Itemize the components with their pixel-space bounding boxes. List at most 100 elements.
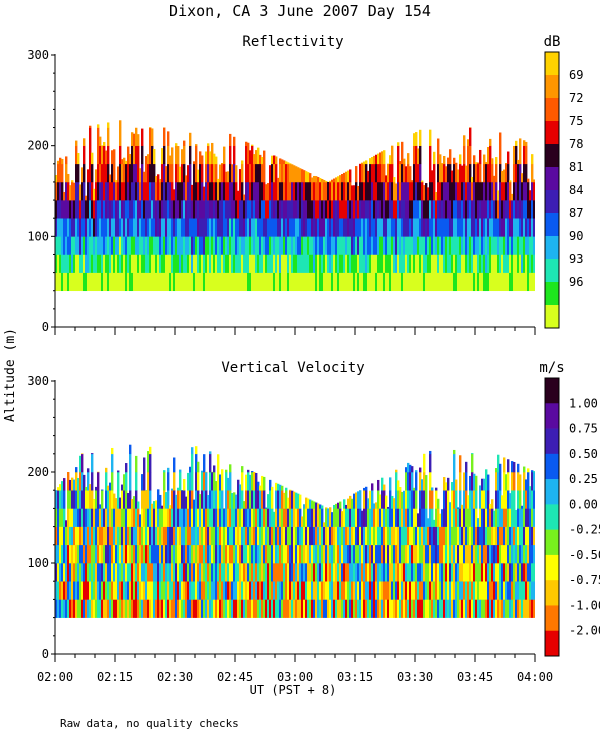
- heatmap-cell: [129, 544, 132, 564]
- heatmap-cell: [231, 236, 234, 255]
- heatmap-cell: [71, 544, 74, 564]
- heatmap-cell: [93, 498, 96, 509]
- heatmap-cell: [529, 526, 532, 546]
- heatmap-cell: [267, 200, 270, 219]
- heatmap-cell: [377, 236, 380, 255]
- heatmap-cell: [471, 453, 474, 473]
- heatmap-cell: [357, 236, 360, 255]
- heatmap-cell: [501, 508, 504, 527]
- heatmap-cell: [179, 166, 182, 183]
- heatmap-cell: [355, 599, 358, 618]
- heatmap-cell: [163, 218, 166, 237]
- heatmap-cell: [499, 581, 502, 600]
- heatmap-cell: [269, 479, 272, 491]
- heatmap-cell: [339, 236, 342, 255]
- heatmap-cell: [169, 526, 172, 546]
- heatmap-cell: [307, 236, 310, 255]
- heatmap-cell: [129, 563, 132, 582]
- heatmap-cell: [517, 181, 520, 201]
- heatmap-cell: [433, 236, 436, 255]
- heatmap-cell: [513, 526, 516, 546]
- vertical-velocity-colorbar: 1.000.750.500.250.00-0.25-0.50-0.75-1.00…: [544, 377, 600, 657]
- heatmap-cell: [479, 544, 482, 564]
- heatmap-cell: [347, 498, 350, 509]
- heatmap-cell: [321, 181, 324, 201]
- heatmap-cell: [159, 218, 162, 237]
- heatmap-cell: [67, 218, 70, 237]
- heatmap-cell: [191, 599, 194, 618]
- heatmap-cell: [93, 544, 96, 564]
- heatmap-cell: [95, 563, 98, 582]
- heatmap-cell: [533, 254, 535, 273]
- heatmap-cell: [55, 581, 58, 600]
- heatmap-cell: [129, 272, 132, 292]
- heatmap-cell: [395, 490, 398, 509]
- heatmap-cell: [209, 453, 212, 473]
- heatmap-cell: [61, 218, 64, 237]
- heatmap-cell: [437, 498, 440, 509]
- heatmap-cell: [441, 163, 444, 165]
- colorbar-swatch: [545, 282, 559, 306]
- heatmap-cell: [443, 200, 446, 219]
- heatmap-cell: [455, 163, 458, 183]
- heatmap-cell: [421, 508, 424, 527]
- heatmap-cell: [475, 475, 478, 491]
- heatmap-cell: [475, 181, 478, 201]
- heatmap-cell: [467, 581, 470, 600]
- heatmap-cell: [223, 581, 226, 600]
- heatmap-cell: [247, 563, 250, 582]
- heatmap-cell: [297, 218, 300, 237]
- heatmap-cell: [281, 490, 284, 509]
- heatmap-cell: [177, 163, 180, 183]
- heatmap-cell: [169, 581, 172, 600]
- heatmap-cell: [443, 544, 446, 564]
- heatmap-cell: [161, 272, 164, 292]
- heatmap-cell: [279, 599, 282, 618]
- heatmap-cell: [129, 163, 132, 183]
- heatmap-cell: [173, 218, 176, 237]
- heatmap-cell: [331, 254, 334, 273]
- heatmap-cell: [295, 508, 298, 527]
- heatmap-cell: [485, 581, 488, 600]
- heatmap-cell: [523, 140, 526, 146]
- heatmap-cell: [399, 181, 402, 201]
- heatmap-cell: [257, 272, 260, 292]
- heatmap-cell: [297, 493, 300, 509]
- heatmap-cell: [161, 218, 164, 237]
- heatmap-cell: [463, 200, 466, 219]
- heatmap-cell: [117, 218, 120, 237]
- heatmap-cell: [293, 165, 296, 183]
- heatmap-cell: [531, 599, 534, 618]
- heatmap-cell: [215, 544, 218, 564]
- heatmap-cell: [147, 453, 150, 473]
- heatmap-cell: [461, 508, 464, 527]
- heatmap-cell: [371, 254, 374, 273]
- heatmap-cell: [159, 181, 162, 201]
- heatmap-cell: [341, 236, 344, 255]
- heatmap-cell: [99, 163, 102, 183]
- heatmap-cell: [201, 472, 204, 491]
- heatmap-cell: [179, 181, 182, 201]
- x-tick-label: 02:45: [217, 670, 253, 684]
- heatmap-cell: [349, 495, 352, 509]
- heatmap-cell: [101, 181, 104, 201]
- heatmap-cell: [89, 484, 92, 491]
- heatmap-cell: [133, 200, 136, 219]
- heatmap-cell: [211, 142, 214, 146]
- heatmap-cell: [63, 218, 66, 237]
- heatmap-cell: [387, 200, 390, 219]
- heatmap-cell: [409, 563, 412, 582]
- heatmap-cell: [153, 526, 156, 546]
- heatmap-cell: [365, 544, 368, 564]
- heatmap-cell: [421, 181, 424, 201]
- heatmap-cell: [167, 163, 170, 183]
- heatmap-cell: [233, 526, 236, 546]
- heatmap-cell: [411, 236, 414, 255]
- heatmap-cell: [365, 160, 368, 165]
- heatmap-cell: [193, 200, 196, 219]
- heatmap-cell: [403, 544, 406, 564]
- heatmap-cell: [273, 581, 276, 600]
- heatmap-cell: [433, 544, 436, 564]
- heatmap-cell: [211, 526, 214, 546]
- figure-title: Dixon, CA 3 June 2007 Day 154: [169, 2, 431, 20]
